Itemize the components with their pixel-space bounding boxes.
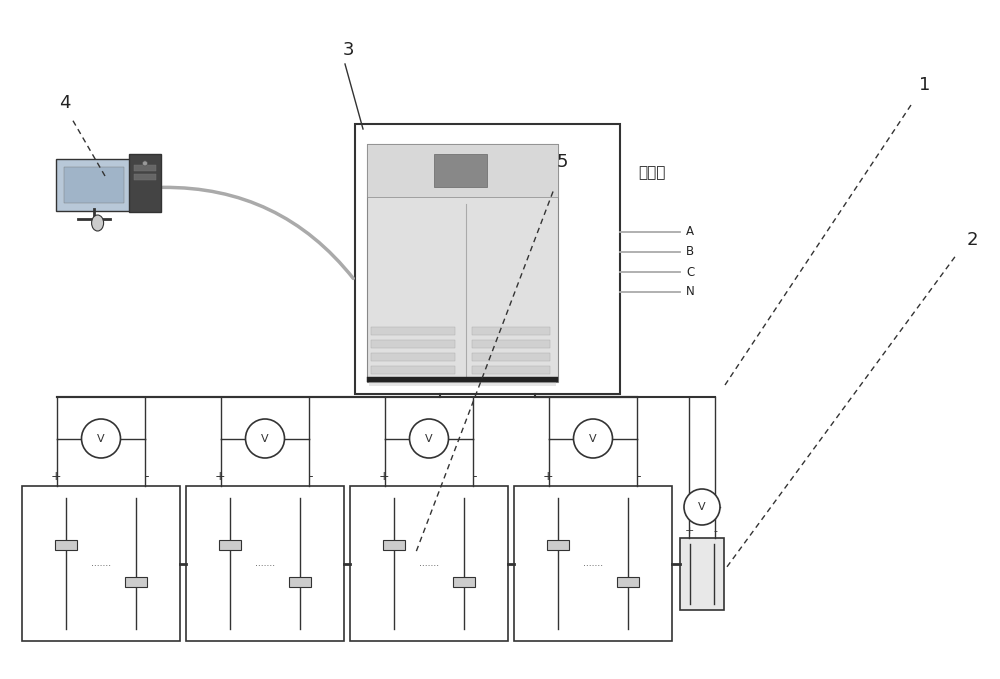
Text: V: V [425,433,433,443]
Text: 4: 4 [59,94,71,112]
Text: V: V [589,433,597,443]
Circle shape [82,419,120,458]
Text: +: + [542,471,553,483]
Text: 电源侧: 电源侧 [638,165,665,180]
Text: +: + [684,526,694,536]
Text: A: A [686,225,694,238]
Bar [355,124,620,394]
Bar [514,486,672,641]
Bar [289,577,311,587]
Text: V: V [261,433,269,443]
Text: .......: ....... [583,559,603,568]
FancyBboxPatch shape [56,159,132,211]
Bar [472,327,550,335]
Text: 3: 3 [342,41,354,59]
Bar [367,377,558,382]
Text: +: + [50,471,61,483]
Text: -: - [144,471,148,483]
Bar [547,540,569,549]
Bar [367,145,558,382]
Bar [472,340,550,348]
Bar [64,167,124,203]
Circle shape [684,489,720,525]
Bar [453,577,475,587]
Bar [371,353,455,361]
Bar [367,145,558,197]
Bar [371,340,455,348]
Bar [383,540,405,549]
Text: .......: ....... [255,559,275,568]
Text: B: B [686,246,694,259]
Ellipse shape [92,215,104,231]
Text: +: + [214,471,225,483]
Text: -: - [308,471,312,483]
Bar [350,486,508,641]
Bar [371,327,455,335]
Text: -: - [472,471,476,483]
FancyArrowPatch shape [163,187,353,278]
Bar [219,540,241,549]
Circle shape [410,419,449,458]
Bar [22,486,180,641]
Bar [134,165,156,171]
Text: 2: 2 [966,231,978,249]
Bar [434,154,487,187]
FancyBboxPatch shape [129,154,161,212]
Bar [371,366,455,374]
Text: 5: 5 [556,153,568,171]
Circle shape [574,419,612,458]
Bar [134,175,156,180]
Text: -: - [636,471,640,483]
Text: .......: ....... [419,559,439,568]
Text: C: C [686,265,694,278]
Circle shape [143,161,148,166]
Bar [186,486,344,641]
Bar [472,353,550,361]
Circle shape [246,419,285,458]
Text: .......: ....... [91,559,111,568]
Bar [369,380,556,386]
Bar [55,540,77,549]
Bar [125,577,147,587]
Text: V: V [698,502,706,512]
Text: N: N [686,285,695,299]
Bar [617,577,639,587]
Bar [680,538,724,610]
Text: +: + [378,471,389,483]
Text: -: - [713,526,717,536]
Text: 1: 1 [919,76,931,94]
Text: V: V [97,433,105,443]
Bar [472,366,550,374]
